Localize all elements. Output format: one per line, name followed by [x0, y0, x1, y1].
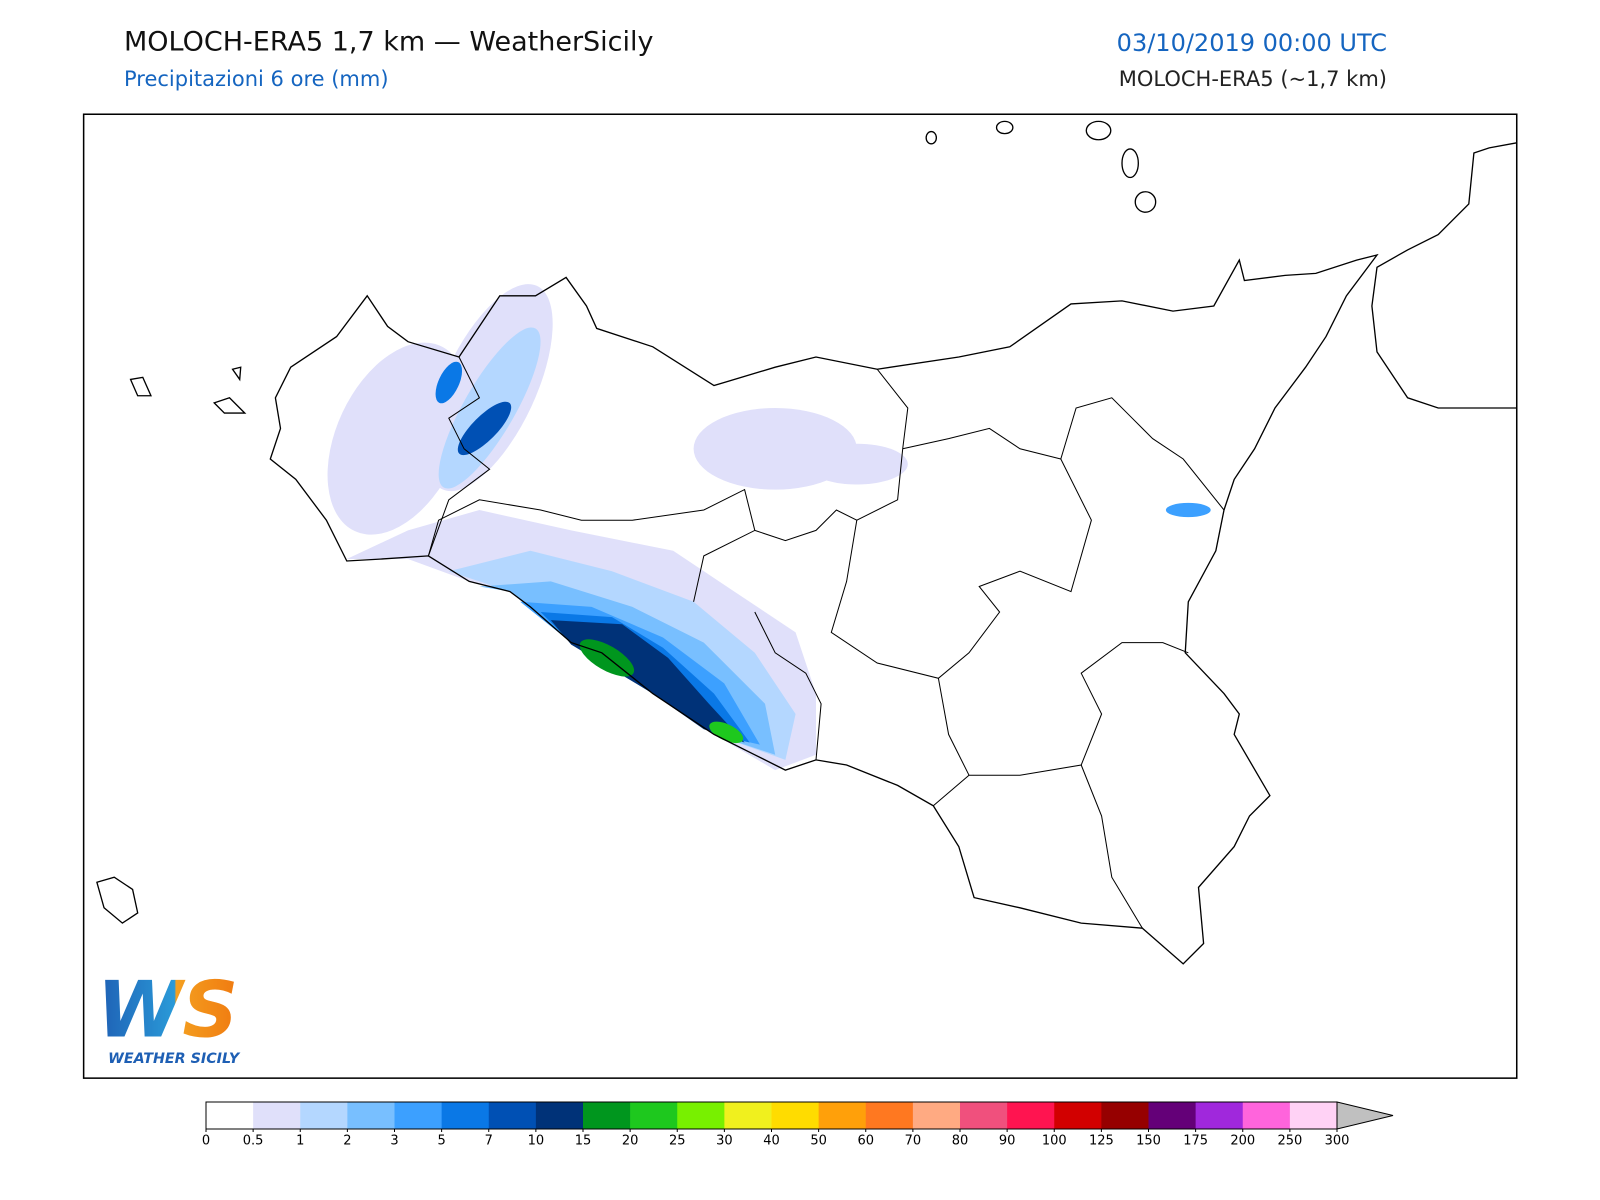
colorbar-tick-label: 20: [622, 1134, 639, 1149]
border: [427, 488, 756, 602]
colorbar-bin: [253, 1102, 301, 1129]
colorbar-bin: [1289, 1102, 1338, 1129]
colorbar-bin: [677, 1102, 725, 1129]
colorbar-bin: [724, 1102, 772, 1129]
colorbar-bin: [771, 1102, 820, 1129]
colorbar-tick-label: 25: [669, 1134, 686, 1149]
colorbar-bin: [960, 1102, 1008, 1129]
border: [902, 397, 1225, 511]
map-frame: [82, 113, 1518, 1079]
island: [1134, 191, 1157, 213]
colorbar-bin: [1148, 1102, 1197, 1129]
model-label: MOLOCH-ERA5 (~1,7 km): [1119, 67, 1387, 91]
coastlines: [96, 120, 1517, 965]
colorbar-tick-label: 0: [202, 1134, 210, 1149]
colorbar: 0 0.5 1 2 3 5 7 10 15 20 25 30 40 50 60 70 80 90 100 125 150…: [202, 1101, 1394, 1149]
colorbar-tick-label: 150: [1136, 1134, 1161, 1149]
precip-area: [709, 721, 744, 744]
colorbar-tick-label: 1: [296, 1134, 304, 1149]
colorbar-tick-label: 3: [390, 1134, 398, 1149]
colorbar-bin: [488, 1102, 537, 1129]
colorbar-tick-label: 175: [1183, 1134, 1208, 1149]
colorbar-tick-label: 250: [1277, 1134, 1302, 1149]
colorbar-bin: [818, 1102, 867, 1129]
logo-initials: WS: [97, 965, 238, 1055]
colorbar-bin: [535, 1102, 584, 1129]
calabria-coast: [1371, 142, 1517, 409]
island: [96, 876, 139, 924]
colorbar-bin: [1242, 1102, 1291, 1129]
colorbar-tick-label: 7: [485, 1134, 493, 1149]
colorbar-bin: [441, 1102, 490, 1129]
colorbar-extension: [1336, 1101, 1394, 1130]
border: [754, 611, 822, 760]
colorbar-tick-label: 80: [952, 1134, 969, 1149]
title: MOLOCH-ERA5 1,7 km — WeatherSicily: [124, 27, 654, 58]
colorbar-bin: [630, 1102, 678, 1129]
precip-area: [435, 361, 463, 404]
precip-area: [805, 443, 908, 485]
island: [129, 376, 152, 397]
colorbar-tick-label: 50: [810, 1134, 827, 1149]
border: [1080, 764, 1143, 929]
colorbar-tick-label: 100: [1042, 1134, 1067, 1149]
border: [932, 678, 970, 807]
colorbar-bin: [347, 1102, 395, 1129]
colorbar-bin: [1195, 1102, 1244, 1129]
colorbar-tick-label: 60: [857, 1134, 874, 1149]
island: [925, 130, 938, 145]
colorbar-tick-label: 2: [343, 1134, 351, 1149]
logo-text: WEATHER SICILY: [108, 1051, 241, 1067]
colorbar-bin: [912, 1102, 961, 1129]
precip-area: [457, 401, 512, 456]
map-area: WS WEATHER SICILY: [82, 113, 1518, 1079]
colorbar-bin: [206, 1102, 254, 1129]
logo: WS WEATHER SICILY: [97, 965, 241, 1066]
precipitation: [327, 284, 1211, 771]
precip-area: [1165, 502, 1211, 518]
colorbar-bin: [1101, 1102, 1149, 1129]
colorbar-tick-label: 30: [716, 1134, 733, 1149]
colorbar-tick-label: 10: [528, 1134, 545, 1149]
province-borders: [427, 356, 1225, 929]
border: [830, 458, 1092, 679]
subtitle: Precipitazioni 6 ore (mm): [124, 67, 389, 91]
colorbar-tick-label: 125: [1089, 1134, 1114, 1149]
sicily-coast: [269, 253, 1379, 965]
precip-area: [327, 342, 469, 535]
colorbar-bin: [583, 1102, 631, 1129]
border: [427, 356, 491, 557]
colorbar-tick-label: 5: [437, 1134, 445, 1149]
border: [968, 642, 1189, 776]
colorbar-bin: [1054, 1102, 1102, 1129]
island: [231, 366, 242, 382]
island: [1121, 148, 1139, 179]
island: [212, 397, 247, 414]
colorbar-tick-label: 0.5: [243, 1134, 264, 1149]
colorbar-bin: [865, 1102, 914, 1129]
island: [995, 120, 1014, 135]
colorbar-bin: [394, 1102, 443, 1129]
datetime: 03/10/2019 00:00 UTC: [1117, 29, 1387, 57]
colorbar-bin: [300, 1102, 348, 1129]
colorbar-tick-label: 40: [763, 1134, 780, 1149]
colorbar-tick-label: 90: [999, 1134, 1016, 1149]
colorbar-tick-label: 200: [1230, 1134, 1255, 1149]
island: [1085, 120, 1112, 141]
colorbar-tick-label: 300: [1325, 1134, 1350, 1149]
colorbar-tick-label: 70: [905, 1134, 922, 1149]
colorbar-tick-label: 15: [575, 1134, 592, 1149]
colorbar-bin: [1007, 1102, 1055, 1129]
